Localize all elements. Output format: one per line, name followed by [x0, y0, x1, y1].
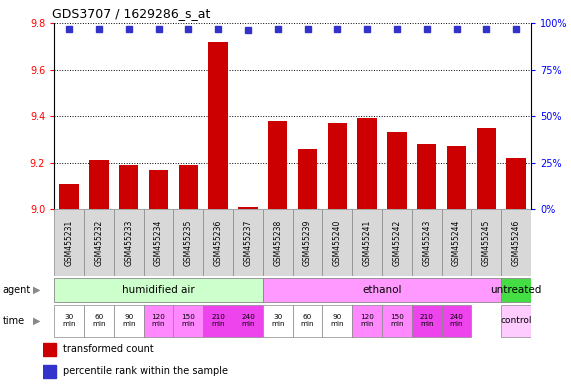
Text: 210
min: 210 min	[211, 314, 225, 327]
Text: 120
min: 120 min	[360, 314, 374, 327]
Text: GSM455236: GSM455236	[214, 220, 223, 266]
Text: GSM455235: GSM455235	[184, 220, 193, 266]
Bar	[268, 121, 287, 209]
Text: GSM455240: GSM455240	[333, 220, 342, 266]
Bar	[203, 305, 233, 336]
Bar	[352, 305, 382, 336]
Bar	[501, 278, 531, 302]
Bar	[382, 209, 412, 276]
Bar	[323, 209, 352, 276]
Bar	[263, 209, 292, 276]
Bar	[263, 278, 501, 302]
Text: 90
min: 90 min	[122, 314, 135, 327]
Text: 240
min: 240 min	[449, 314, 464, 327]
Bar	[54, 305, 84, 336]
Bar	[298, 149, 317, 209]
Bar	[144, 209, 174, 276]
Bar	[59, 184, 79, 209]
Text: agent: agent	[3, 285, 31, 295]
Bar	[54, 209, 84, 276]
Bar	[323, 305, 352, 336]
Text: GSM455242: GSM455242	[392, 220, 401, 266]
Bar	[84, 305, 114, 336]
Text: 60
min: 60 min	[92, 314, 106, 327]
Bar	[357, 119, 377, 209]
Bar	[292, 305, 323, 336]
Bar	[477, 128, 496, 209]
Text: GSM455243: GSM455243	[422, 220, 431, 266]
Text: GSM455231: GSM455231	[65, 220, 74, 266]
Bar	[441, 209, 472, 276]
Text: GSM455244: GSM455244	[452, 220, 461, 266]
Text: control: control	[500, 316, 532, 325]
Bar	[417, 144, 436, 209]
Text: 60
min: 60 min	[301, 314, 314, 327]
Text: GSM455246: GSM455246	[512, 220, 521, 266]
Bar	[144, 305, 174, 336]
Bar	[233, 305, 263, 336]
Text: ▶: ▶	[33, 285, 41, 295]
Bar	[292, 209, 323, 276]
Text: 240
min: 240 min	[241, 314, 255, 327]
Text: 120
min: 120 min	[152, 314, 166, 327]
Text: 150
min: 150 min	[182, 314, 195, 327]
Text: transformed count: transformed count	[63, 344, 154, 354]
Bar	[501, 305, 531, 336]
Bar	[472, 209, 501, 276]
Text: GSM455241: GSM455241	[363, 220, 372, 266]
Text: time: time	[3, 316, 25, 326]
Bar	[89, 161, 108, 209]
Bar	[263, 305, 292, 336]
Text: 150
min: 150 min	[390, 314, 404, 327]
Bar	[114, 305, 144, 336]
Bar	[352, 209, 382, 276]
Text: untreated: untreated	[490, 285, 542, 295]
Text: GDS3707 / 1629286_s_at: GDS3707 / 1629286_s_at	[52, 7, 210, 20]
Bar	[149, 170, 168, 209]
Bar	[233, 209, 263, 276]
Bar	[387, 132, 407, 209]
Text: GSM455238: GSM455238	[274, 220, 282, 266]
Bar	[441, 305, 472, 336]
Text: ▶: ▶	[33, 316, 41, 326]
Bar	[174, 305, 203, 336]
Bar	[43, 365, 57, 378]
Bar	[203, 209, 233, 276]
Text: GSM455237: GSM455237	[243, 220, 252, 266]
Bar	[208, 41, 228, 209]
Text: 210
min: 210 min	[420, 314, 433, 327]
Text: percentile rank within the sample: percentile rank within the sample	[63, 366, 228, 376]
Text: 30
min: 30 min	[62, 314, 76, 327]
Text: 30
min: 30 min	[271, 314, 284, 327]
Text: GSM455232: GSM455232	[94, 220, 103, 266]
Bar	[119, 165, 138, 209]
Bar	[43, 343, 57, 356]
Bar	[114, 209, 144, 276]
Bar	[238, 207, 258, 209]
Bar	[84, 209, 114, 276]
Text: humidified air: humidified air	[122, 285, 195, 295]
Text: GSM455245: GSM455245	[482, 220, 491, 266]
Text: GSM455234: GSM455234	[154, 220, 163, 266]
Bar	[328, 123, 347, 209]
Bar	[174, 209, 203, 276]
Text: GSM455233: GSM455233	[124, 220, 133, 266]
Bar	[506, 158, 526, 209]
Bar	[447, 146, 466, 209]
Text: ethanol: ethanol	[362, 285, 402, 295]
Bar	[412, 209, 441, 276]
Bar	[382, 305, 412, 336]
Text: 90
min: 90 min	[331, 314, 344, 327]
Bar	[179, 165, 198, 209]
Bar	[54, 278, 263, 302]
Text: GSM455239: GSM455239	[303, 220, 312, 266]
Bar	[412, 305, 441, 336]
Bar	[501, 209, 531, 276]
